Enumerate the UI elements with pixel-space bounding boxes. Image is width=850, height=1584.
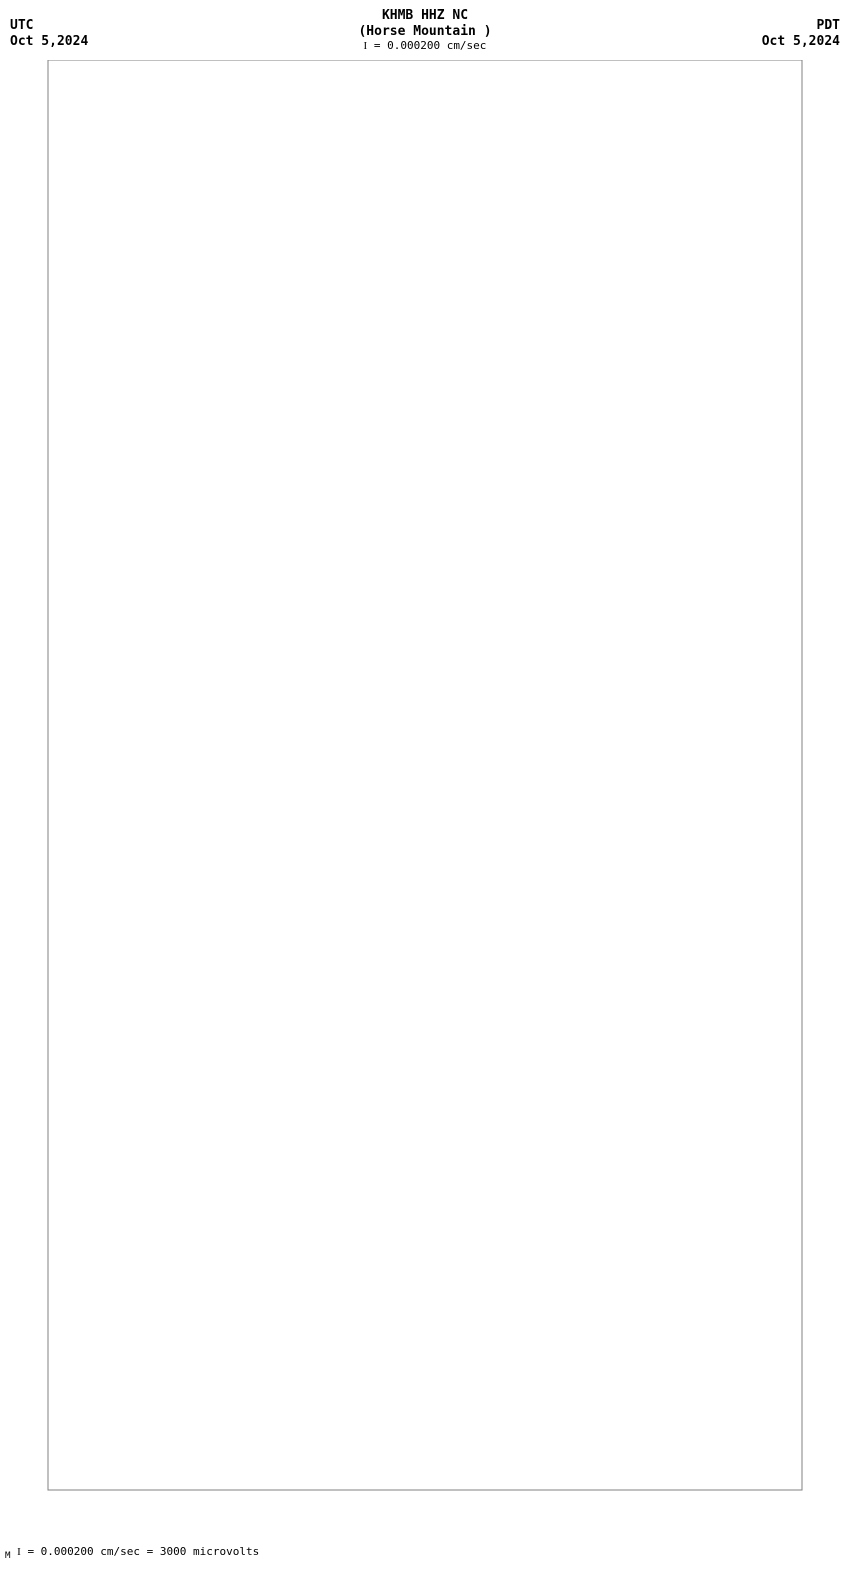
- helicorder-chart: [0, 60, 850, 1530]
- pdt-label-block: PDT Oct 5,2024: [762, 18, 840, 49]
- footer-scale: M I = 0.000200 cm/sec = 3000 microvolts: [5, 1545, 850, 1561]
- utc-date: Oct 5,2024: [10, 34, 88, 50]
- helicorder-svg: [0, 60, 850, 1530]
- station-block: KHMB HHZ NC (Horse Mountain ) I = 0.0002…: [358, 8, 491, 53]
- scale-note: I = 0.000200 cm/sec: [358, 39, 491, 53]
- pdt-date: Oct 5,2024: [762, 34, 840, 50]
- utc-label-block: UTC Oct 5,2024: [10, 18, 88, 49]
- utc-label: UTC: [10, 18, 88, 34]
- station-code: KHMB HHZ NC: [358, 8, 491, 24]
- chart-header: UTC Oct 5,2024 KHMB HHZ NC (Horse Mounta…: [0, 0, 850, 50]
- station-location: (Horse Mountain ): [358, 24, 491, 40]
- pdt-label: PDT: [762, 18, 840, 34]
